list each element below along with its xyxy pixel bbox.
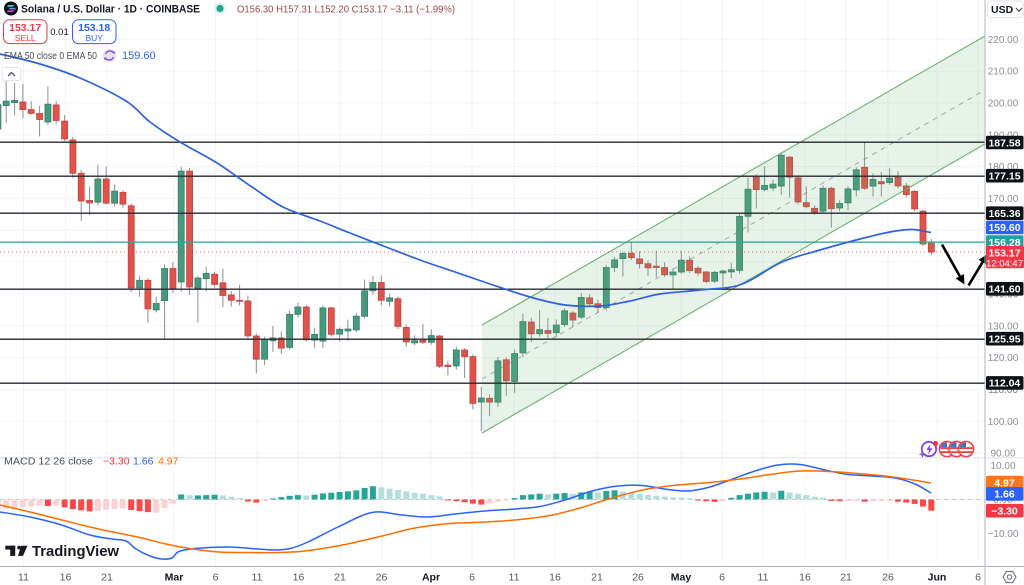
svg-text:−3.30: −3.30	[103, 456, 130, 468]
svg-text:21: 21	[591, 572, 603, 584]
svg-text:11: 11	[509, 572, 520, 584]
svg-text:BUY: BUY	[85, 33, 103, 43]
svg-text:USD: USD	[991, 4, 1014, 16]
svg-text:16: 16	[799, 572, 811, 584]
svg-text:200.00: 200.00	[988, 99, 1019, 110]
svg-text:90.00: 90.00	[990, 449, 1015, 460]
svg-text:6: 6	[469, 572, 475, 584]
svg-text:110.00: 110.00	[988, 385, 1018, 396]
svg-text:11: 11	[18, 572, 29, 584]
svg-text:159.60: 159.60	[122, 50, 156, 62]
svg-text:165.36: 165.36	[988, 208, 1020, 220]
svg-text:26: 26	[632, 572, 644, 584]
svg-text:11: 11	[252, 572, 263, 584]
svg-text:125.95: 125.95	[988, 334, 1020, 346]
svg-text:11: 11	[758, 572, 769, 584]
svg-text:26: 26	[376, 572, 388, 584]
svg-text:−10.00: −10.00	[988, 529, 1019, 540]
svg-text:TradingView: TradingView	[32, 543, 119, 560]
svg-text:4.97: 4.97	[158, 456, 179, 468]
svg-text:16: 16	[60, 572, 72, 584]
svg-text:26: 26	[882, 572, 894, 584]
svg-text:159.60: 159.60	[988, 222, 1020, 234]
svg-text:153.17: 153.17	[988, 247, 1020, 259]
svg-text:180.00: 180.00	[988, 162, 1019, 173]
svg-text:16: 16	[549, 572, 561, 584]
svg-text:0.01: 0.01	[50, 27, 69, 38]
svg-text:4.97: 4.97	[994, 477, 1015, 489]
svg-text:112.04: 112.04	[989, 378, 1021, 390]
svg-text:−3.30: −3.30	[991, 506, 1018, 518]
svg-text:Solana / U.S. Dollar · 1D · CO: Solana / U.S. Dollar · 1D · COINBASE	[21, 4, 200, 16]
svg-text:110.00: 110.00	[988, 385, 1018, 396]
svg-text:130.00: 130.00	[988, 321, 1019, 332]
svg-text:170.00: 170.00	[988, 194, 1019, 205]
svg-text:100.00: 100.00	[988, 417, 1019, 428]
svg-text:153.18: 153.18	[78, 22, 110, 34]
svg-text:12:04:47: 12:04:47	[986, 259, 1023, 270]
svg-text:SELL: SELL	[15, 33, 36, 43]
svg-text:O156.30 H157.31 L152.20 C15: O156.30 H157.31 L152.20 C153.17 −3.11 (−…	[237, 3, 455, 15]
svg-text:120.00: 120.00	[988, 353, 1019, 364]
svg-text:220.00: 220.00	[988, 35, 1019, 46]
svg-text:21: 21	[840, 572, 852, 584]
svg-text:MACD 12 26 close: MACD 12 26 close	[4, 456, 93, 468]
svg-text:1.66: 1.66	[133, 456, 154, 468]
svg-text:210.00: 210.00	[988, 67, 1019, 78]
svg-text:1.66: 1.66	[994, 489, 1015, 501]
svg-text:153.17: 153.17	[9, 22, 41, 34]
svg-text:6: 6	[719, 572, 725, 584]
svg-text:EMA 50 close 0 EMA 50: EMA 50 close 0 EMA 50	[4, 50, 97, 62]
svg-text:21: 21	[101, 572, 113, 584]
svg-text:177.15: 177.15	[988, 171, 1020, 183]
svg-text:6: 6	[213, 572, 219, 584]
svg-text:Jun: Jun	[928, 572, 947, 584]
svg-text:16: 16	[293, 572, 305, 584]
svg-text:May: May	[671, 572, 692, 584]
svg-text:141.60: 141.60	[988, 284, 1020, 296]
svg-text:Mar: Mar	[165, 572, 184, 584]
svg-text:6: 6	[975, 572, 981, 584]
svg-text:Apr: Apr	[422, 572, 440, 584]
svg-text:21: 21	[334, 572, 346, 584]
svg-text:187.58: 187.58	[988, 137, 1020, 149]
svg-text:10.00: 10.00	[990, 461, 1015, 472]
